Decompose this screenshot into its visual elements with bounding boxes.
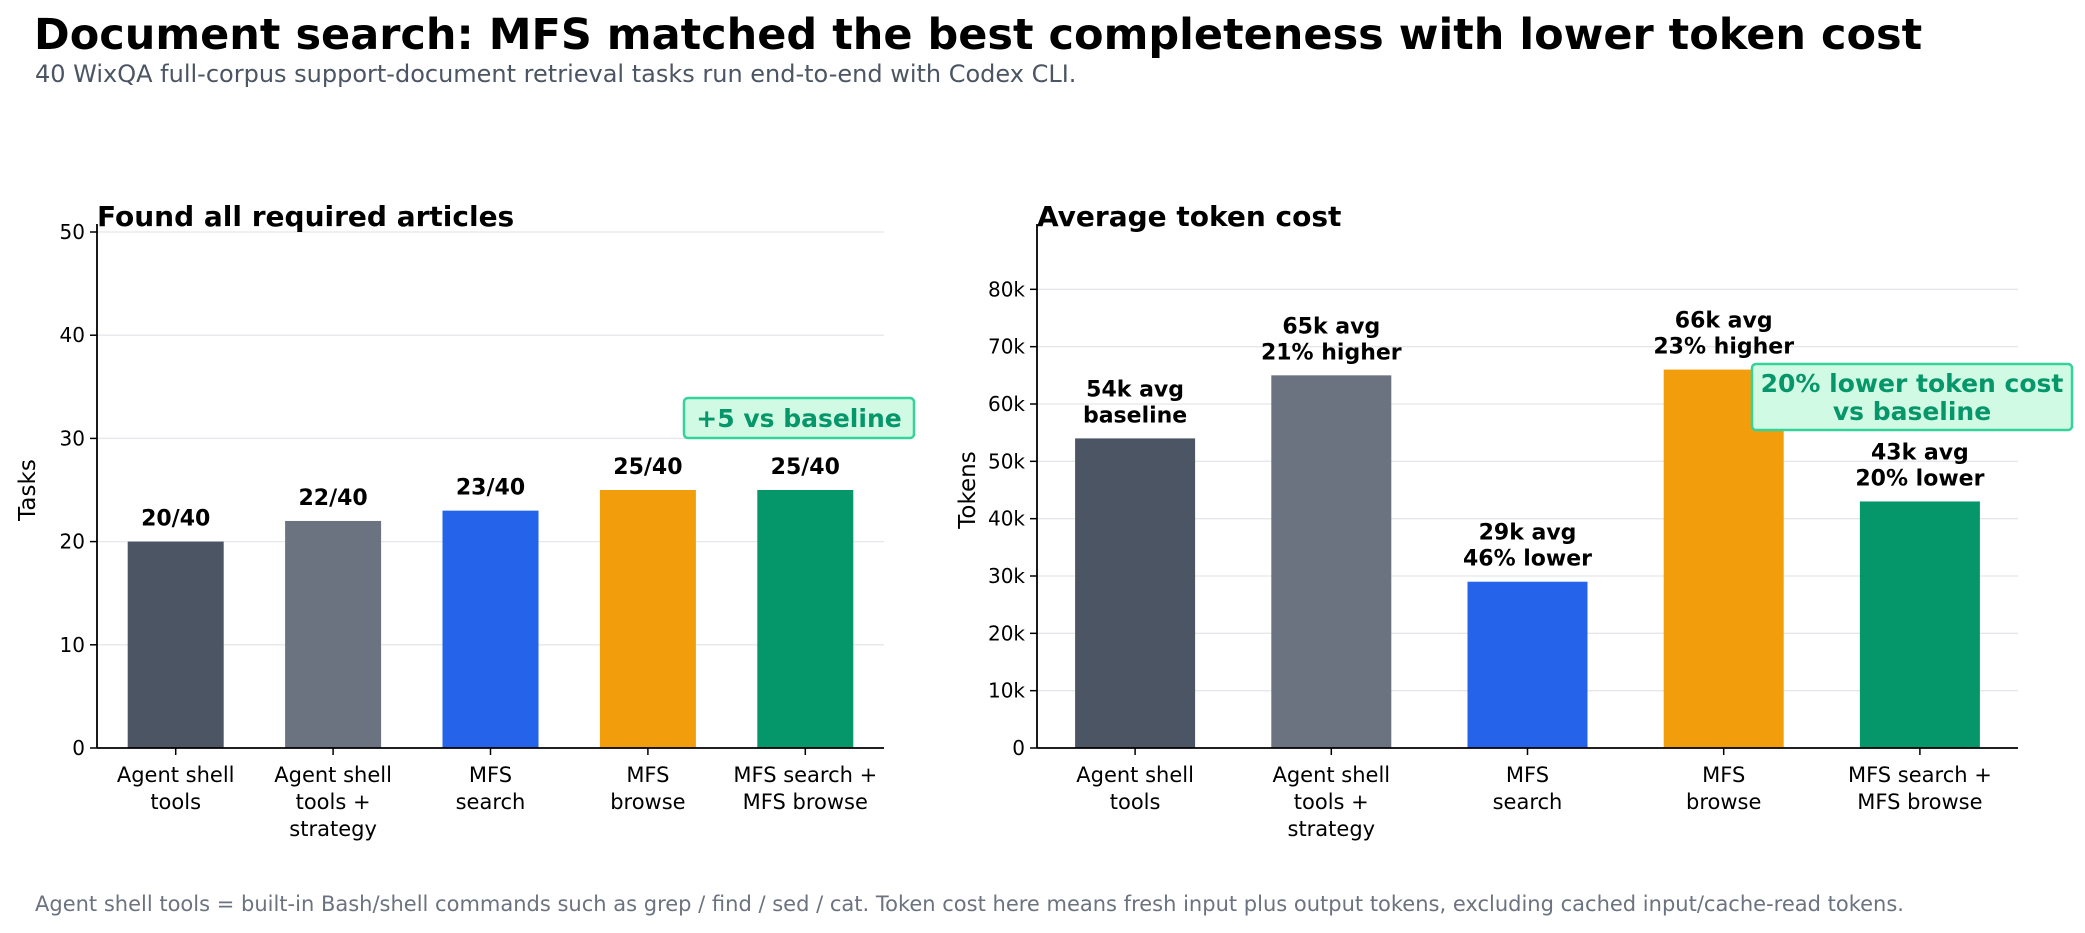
y-tick-label: 50 xyxy=(60,220,85,244)
chart-panel-1: 0 10 20 30 40 50 Agent shell tools Agent shell to… xyxy=(15,200,916,841)
x-tick-label: Agent shell tools xyxy=(117,763,235,814)
data-label: 22/40 xyxy=(298,486,367,511)
y-tick-label: 30k xyxy=(988,564,1025,588)
bar-4 xyxy=(1663,369,1784,748)
y-tick-label: 40 xyxy=(60,323,85,347)
data-label: 29k avg 46% lower xyxy=(1463,521,1592,572)
page-title: Document search: MFS matched the best co… xyxy=(34,10,1923,60)
bar-3 xyxy=(1467,581,1588,748)
bar-1 xyxy=(127,541,224,748)
data-label: 25/40 xyxy=(613,455,682,480)
panel-title: Average token cost xyxy=(1037,200,1341,233)
y-axis-label: Tokens xyxy=(955,451,981,529)
panel-title: Found all required articles xyxy=(97,200,514,233)
x-tick-label: Agent shell tools + strategy xyxy=(1272,763,1390,841)
callout-box xyxy=(1750,362,2074,432)
data-label: 43k avg 20% lower xyxy=(1855,440,1984,491)
y-tick-label: 10k xyxy=(988,679,1025,703)
y-tick-label: 40k xyxy=(988,507,1025,531)
chart-panel-2: 0 10k 20k 30k 40k 50k 60k 70k 80k Agent shell tool… xyxy=(955,200,2074,841)
y-tick-label: 70k xyxy=(988,335,1025,359)
x-tick-label: MFS search xyxy=(456,763,526,814)
data-label: 54k avg baseline xyxy=(1083,377,1187,428)
y-tick-label: 50k xyxy=(988,449,1025,473)
bar-5 xyxy=(757,490,854,748)
footnote: Agent shell tools = built-in Bash/shell … xyxy=(35,892,1904,916)
y-tick-label: 20 xyxy=(60,530,85,554)
y-tick-label: 10 xyxy=(60,633,85,657)
y-tick-label: 0 xyxy=(72,736,85,760)
x-tick-label: MFS search + MFS browse xyxy=(733,763,877,814)
bar-5 xyxy=(1859,501,1980,748)
callout-text: +5 vs baseline xyxy=(696,404,901,433)
bar-4 xyxy=(599,490,696,748)
data-label: 25/40 xyxy=(771,455,840,480)
data-label: 65k avg 21% higher xyxy=(1261,314,1402,365)
y-tick-label: 0 xyxy=(1012,736,1025,760)
x-tick-label: MFS search xyxy=(1493,763,1563,814)
bar-3 xyxy=(442,510,539,748)
data-label: 66k avg 23% higher xyxy=(1653,309,1794,360)
x-tick-label: Agent shell tools xyxy=(1076,763,1194,814)
bar-2 xyxy=(1271,375,1392,748)
callout-box xyxy=(682,396,916,440)
y-axis-label: Tasks xyxy=(15,459,41,522)
data-label: 20/40 xyxy=(141,507,210,532)
page-subtitle: 40 WixQA full-corpus support-document re… xyxy=(35,60,1077,88)
callout-text: 20% lower token cost vs baseline xyxy=(1761,369,2064,426)
y-tick-label: 80k xyxy=(988,277,1025,301)
x-tick-label: MFS browse xyxy=(610,763,685,814)
bar-2 xyxy=(285,520,382,748)
x-tick-label: MFS search + MFS browse xyxy=(1848,763,1992,814)
y-tick-label: 30 xyxy=(60,426,85,450)
y-tick-label: 60k xyxy=(988,392,1025,416)
x-tick-label: MFS browse xyxy=(1686,763,1761,814)
data-label: 23/40 xyxy=(456,476,525,501)
bar-1 xyxy=(1075,438,1196,748)
x-tick-label: Agent shell tools + strategy xyxy=(274,763,392,841)
y-tick-label: 20k xyxy=(988,621,1025,645)
